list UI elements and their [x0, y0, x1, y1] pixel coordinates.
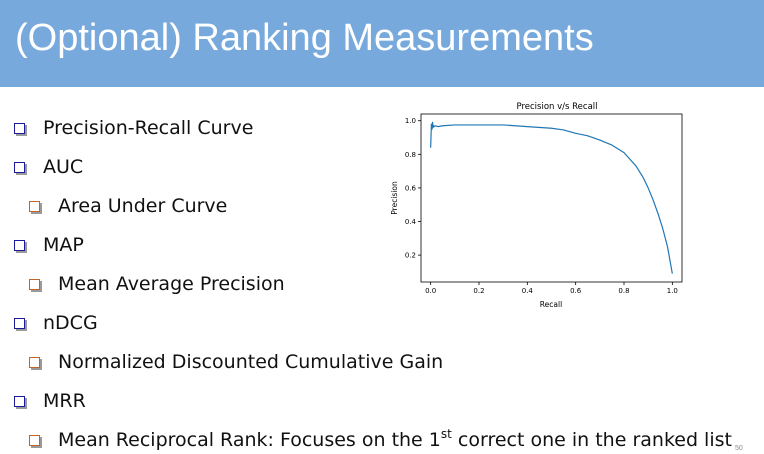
bullet-text: Mean Reciprocal Rank: Focuses on the 1st… [58, 426, 732, 451]
x-axis-ticks: 0.0 0.2 0.4 0.6 0.8 1.0 [425, 282, 678, 295]
y-tick-label: 1.0 [405, 117, 416, 125]
square-bullet-icon [14, 317, 25, 329]
square-bullet-icon [29, 200, 40, 212]
bullet-item: MRR [14, 387, 86, 415]
precision-recall-curve [430, 121, 673, 274]
bullet-item: MAP [14, 231, 84, 259]
chart-title: Precision v/s Recall [516, 102, 597, 112]
bullet-subitem: Mean Average Precision [29, 270, 285, 298]
slide-title: (Optional) Ranking Measurements [15, 17, 594, 59]
square-bullet-icon [14, 395, 25, 407]
x-tick-label: 0.0 [425, 287, 436, 295]
square-bullet-icon [29, 278, 40, 290]
y-axis-ticks: 0.2 0.4 0.6 0.8 1.0 [405, 117, 421, 260]
bullet-text-end: correct one in the ranked list [451, 429, 732, 451]
bullet-item: nDCG [14, 309, 98, 337]
x-tick-label: 1.0 [667, 287, 678, 295]
page-number: 50 [735, 445, 743, 452]
bullet-text: nDCG [43, 312, 98, 334]
y-tick-label: 0.4 [405, 218, 417, 226]
x-tick-label: 0.6 [570, 287, 582, 295]
bullet-text-start: Mean Reciprocal Rank: Focuses on the 1 [58, 429, 441, 451]
square-bullet-icon [29, 434, 40, 446]
bullet-text: Mean Average Precision [58, 273, 285, 295]
ordinal-superscript: st [440, 426, 452, 441]
square-bullet-icon [14, 239, 25, 251]
x-axis-label: Recall [540, 300, 562, 309]
square-bullet-icon [14, 161, 25, 173]
y-tick-label: 0.6 [405, 184, 417, 192]
plot-frame [420, 113, 683, 283]
bullet-text: AUC [43, 156, 84, 178]
bullet-text: Precision-Recall Curve [43, 117, 254, 139]
bullet-subitem: Normalized Discounted Cumulative Gain [29, 348, 443, 376]
bullet-item: AUC [14, 153, 83, 181]
bullet-text: Normalized Discounted Cumulative Gain [58, 351, 444, 373]
square-bullet-icon [14, 122, 25, 134]
bullet-subitem: Mean Reciprocal Rank: Focuses on the 1st… [29, 426, 732, 454]
x-tick-label: 0.8 [618, 287, 629, 295]
x-tick-label: 0.4 [522, 287, 534, 295]
y-tick-label: 0.8 [405, 151, 416, 159]
y-tick-label: 0.2 [405, 252, 416, 260]
square-bullet-icon [29, 356, 40, 368]
bullet-item: Precision-Recall Curve [14, 114, 253, 142]
bullet-text: Area Under Curve [58, 195, 228, 217]
x-tick-label: 0.2 [473, 287, 484, 295]
bullet-text: MRR [43, 390, 86, 412]
bullet-text: MAP [43, 234, 84, 256]
bullet-subitem: Area Under Curve [29, 192, 227, 220]
y-axis-label: Precision [390, 181, 399, 215]
title-bar: (Optional) Ranking Measurements [0, 0, 764, 87]
precision-recall-chart: Precision v/s Recall 0.0 0.2 0.4 0.6 0.8 1.0 … [390, 102, 683, 309]
